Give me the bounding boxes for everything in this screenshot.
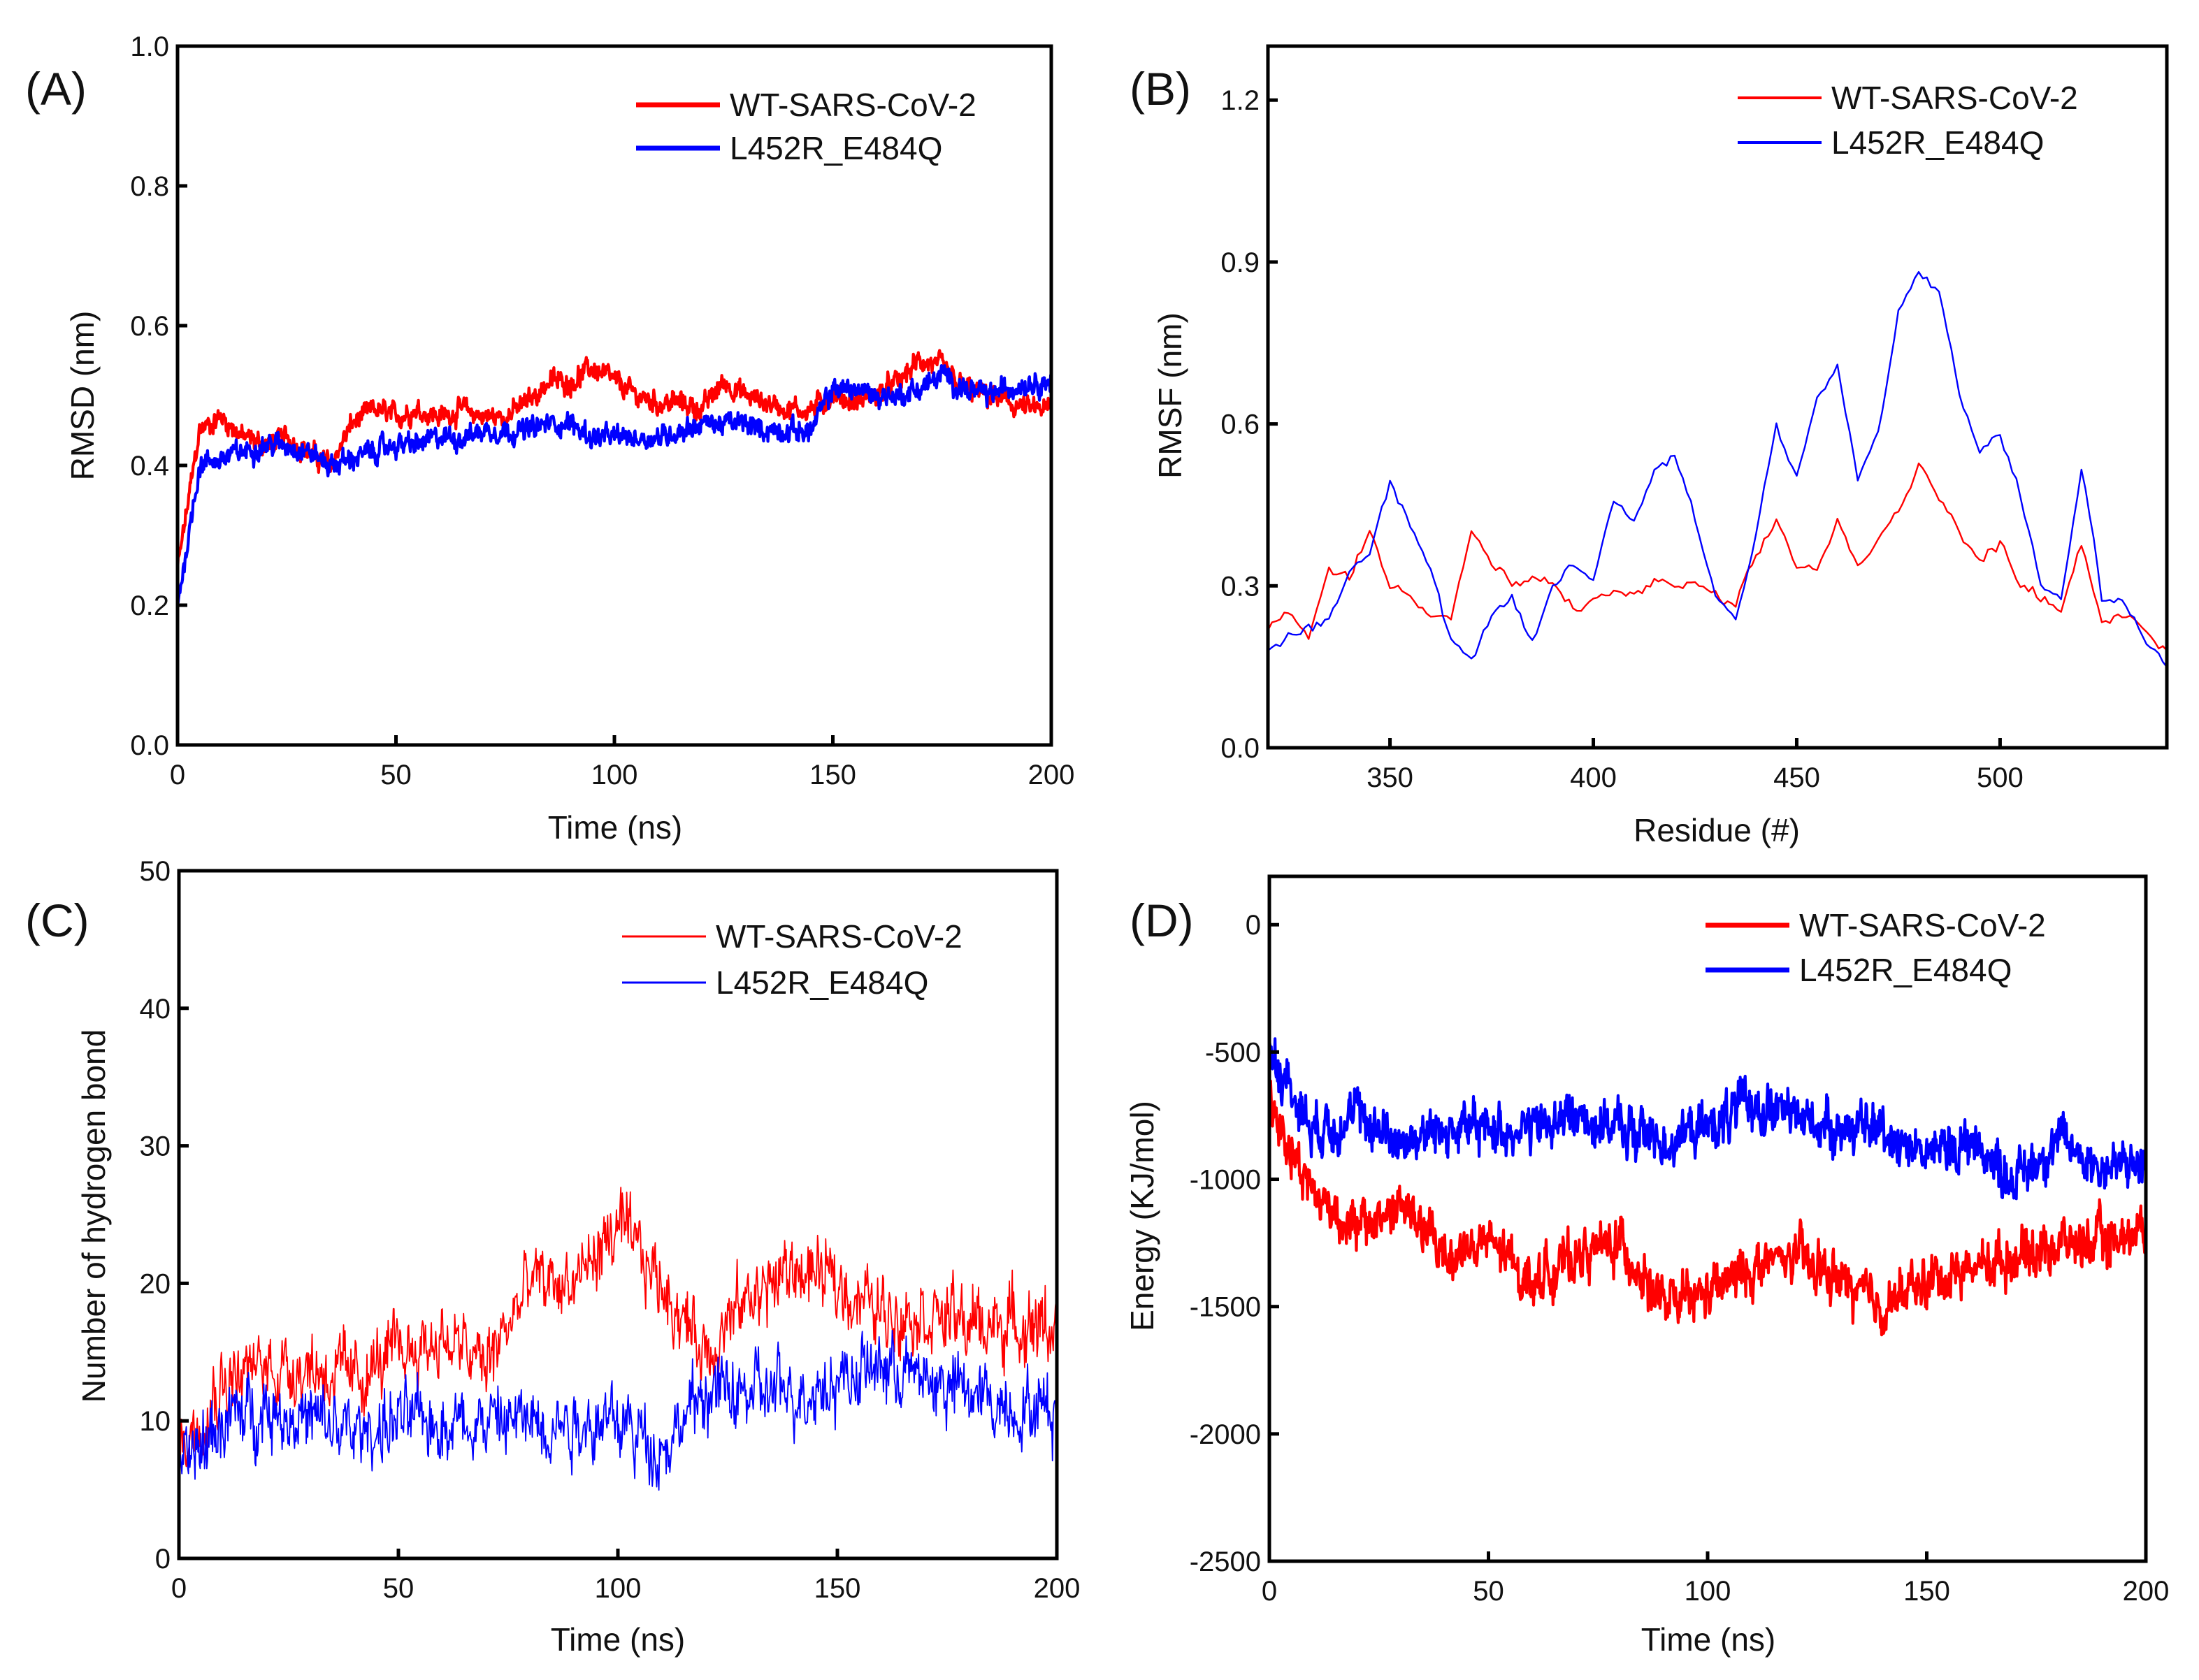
legend-label-mutant: L452R_E484Q	[716, 964, 928, 1001]
y-tick-label: -2000	[1190, 1419, 1261, 1450]
series-line-wt	[1268, 462, 2167, 651]
x-tick-label: 100	[591, 760, 638, 790]
y-axis-title: RMSF (nm)	[1152, 312, 1188, 479]
y-tick-label: -500	[1205, 1037, 1261, 1068]
series-line-wt	[179, 1187, 1057, 1468]
legend-label-wt: WT-SARS-CoV-2	[1799, 907, 2046, 943]
x-tick-label: 350	[1367, 762, 1413, 793]
y-tick-label: 50	[140, 856, 171, 887]
legend: WT-SARS-CoV-2 L452R_E484Q	[1738, 80, 2078, 161]
y-tick-label: 0.6	[1220, 410, 1260, 440]
x-tick-label: 0	[170, 760, 185, 790]
y-axis-title: Number of hydrogen bond	[75, 1029, 112, 1403]
x-axis-title: Time (ns)	[1641, 1621, 1776, 1658]
x-tick-label: 450	[1773, 762, 1820, 793]
x-tick-label: 0	[171, 1573, 187, 1604]
x-tick-label: 200	[1034, 1573, 1081, 1604]
x-tick-label: 500	[1977, 762, 2024, 793]
y-tick-label: 30	[140, 1131, 171, 1162]
panel-label: (C)	[25, 895, 89, 946]
y-tick-label: 0.9	[1220, 247, 1260, 278]
series-line-mutant	[1269, 1037, 2146, 1201]
x-tick-label: 200	[2123, 1576, 2170, 1607]
y-axis-title: Energy (KJ/mol)	[1124, 1101, 1160, 1331]
y-tick-label: 0.3	[1220, 571, 1260, 602]
y-tick-label: -1000	[1190, 1165, 1261, 1196]
plot-frame	[1266, 44, 2169, 750]
x-tick-label: 0	[1262, 1576, 1277, 1607]
y-tick-label: 40	[140, 994, 171, 1024]
y-tick-label: 0.4	[130, 451, 169, 481]
panel-label: (A)	[25, 63, 87, 115]
y-tick-label: 1.2	[1220, 85, 1260, 116]
y-tick-label: 0.2	[130, 591, 169, 621]
y-tick-label: 1.0	[130, 31, 169, 62]
chart-panel-d: 0 50 100 150 200 -2500 -2000 -1500 -1000 -500 0 Tim…	[1124, 874, 2170, 1658]
x-tick-label: 150	[814, 1573, 861, 1604]
y-tick-label: -2500	[1190, 1547, 1261, 1577]
x-axis-title: Time (ns)	[551, 1621, 686, 1658]
legend-label-mutant: L452R_E484Q	[730, 130, 942, 166]
y-tick-label: 0.8	[130, 171, 169, 202]
x-tick-label: 400	[1570, 762, 1617, 793]
x-tick-label: 100	[595, 1573, 642, 1604]
x-tick-label: 150	[809, 760, 856, 790]
legend-label-wt: WT-SARS-CoV-2	[716, 918, 962, 955]
y-tick-label: 0.0	[130, 730, 169, 761]
legend: WT-SARS-CoV-2 L452R_E484Q	[622, 918, 962, 1001]
y-tick-label: -1500	[1190, 1292, 1261, 1323]
legend-label-mutant: L452R_E484Q	[1799, 952, 2012, 988]
chart-panel-a: 0 50 100 150 200 0.0 0.2 0.4 0.6 0.8 1.0 Time (ns) R…	[25, 31, 1074, 846]
chart-panel-c: 0 50 100 150 200 0 10 20 30 40 50 Time (ns) Number o…	[25, 856, 1080, 1658]
chart-panel-b: 350 400 450 500 0.0 0.3 0.6 0.9 1.2 Residue (#) RM…	[1130, 44, 2169, 848]
series-line-wt	[1269, 1079, 2146, 1337]
y-tick-label: 0	[155, 1544, 171, 1574]
x-axis-title: Residue (#)	[1634, 812, 1800, 848]
panel-label: (B)	[1130, 63, 1191, 115]
x-axis-title: Time (ns)	[548, 809, 683, 846]
x-tick-label: 50	[1473, 1576, 1504, 1607]
y-tick-label: 20	[140, 1268, 171, 1299]
series-line-mutant	[1268, 271, 2167, 668]
legend-label-wt: WT-SARS-CoV-2	[730, 87, 976, 123]
x-tick-label: 50	[380, 760, 412, 790]
y-tick-label: 10	[140, 1406, 171, 1437]
series-line-mutant	[179, 1329, 1057, 1491]
y-tick-label: 0.6	[130, 311, 169, 342]
legend-label-wt: WT-SARS-CoV-2	[1831, 80, 2078, 116]
panel-label: (D)	[1130, 895, 1194, 946]
legend: WT-SARS-CoV-2 L452R_E484Q	[1706, 907, 2046, 988]
x-tick-label: 100	[1685, 1576, 1731, 1607]
x-tick-label: 50	[383, 1573, 414, 1604]
y-tick-label: 0	[1246, 910, 1261, 941]
legend: WT-SARS-CoV-2 L452R_E484Q	[636, 87, 976, 166]
y-tick-label: 0.0	[1220, 733, 1260, 764]
x-tick-label: 150	[1903, 1576, 1950, 1607]
series-line-mutant	[178, 363, 1051, 604]
y-axis-title: RMSD (nm)	[64, 311, 101, 481]
legend-label-mutant: L452R_E484Q	[1831, 124, 2044, 161]
x-tick-label: 200	[1028, 760, 1075, 790]
